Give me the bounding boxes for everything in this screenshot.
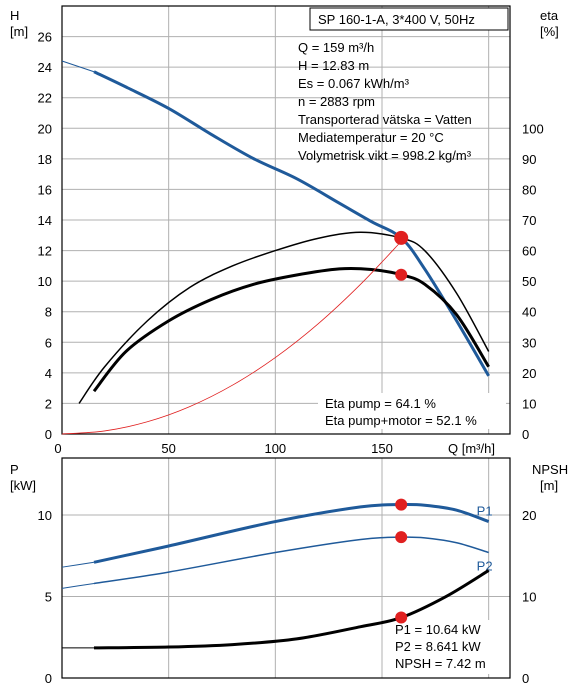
top-plot-frame xyxy=(61,5,511,435)
bottom-plot-frame xyxy=(61,457,511,679)
x-axis-title: Q [m³/h] xyxy=(448,441,495,456)
bottom-right-axis-title-2: [m] xyxy=(540,478,558,493)
y-right-tick-label: 90 xyxy=(522,152,536,167)
info-head: H = 12.83 m xyxy=(298,58,369,73)
y-left-tick-label: 10 xyxy=(38,274,52,289)
head-curve-extension xyxy=(61,60,95,73)
series-label-p1: P1 xyxy=(477,504,493,519)
info-temperature: Mediatemperatur = 20 °C xyxy=(298,130,444,145)
duty-point-marker xyxy=(395,611,408,624)
y-right-tick-label: 20 xyxy=(522,366,536,381)
y-left-tick-label: 16 xyxy=(38,182,52,197)
duty-point-marker xyxy=(395,498,408,511)
y-right-tick-label: 50 xyxy=(522,274,536,289)
y-left-tick-label: 4 xyxy=(45,366,52,381)
p-tick-label: 5 xyxy=(45,590,52,605)
y-left-tick-label: 22 xyxy=(38,91,52,106)
top-grid xyxy=(62,6,510,434)
p-tick-label: 10 xyxy=(38,508,52,523)
duty-point-marker xyxy=(395,268,408,281)
y-left-tick-label: 2 xyxy=(45,396,52,411)
bottom-left-axis-title-1: P xyxy=(10,462,19,477)
y-right-tick-label: 60 xyxy=(522,244,536,259)
npsh-curve-line xyxy=(93,569,490,650)
y-right-tick-label: 100 xyxy=(522,121,544,136)
duty-point-marker xyxy=(395,531,408,544)
npsh-tick-label: 20 xyxy=(522,508,536,523)
y-left-tick-label: 26 xyxy=(38,30,52,45)
top-info-block: Q = 159 m³/h H = 12.83 m Es = 0.067 kWh/… xyxy=(298,40,472,163)
duty-point-marker xyxy=(394,230,409,245)
y-left-tick-label: 12 xyxy=(38,244,52,259)
info-energy: Es = 0.067 kWh/m³ xyxy=(298,76,410,91)
y-right-tick-label: 80 xyxy=(522,182,536,197)
power-box xyxy=(388,620,508,674)
p2-curve-line xyxy=(93,536,489,585)
y-left-tick-label: 24 xyxy=(38,60,52,75)
bottom-left-axis-title-2: [kW] xyxy=(10,478,36,493)
p2-value-text: P2 = 8.641 kW xyxy=(395,639,481,654)
y-right-tick-label: 10 xyxy=(522,396,536,411)
title-box xyxy=(309,7,509,31)
y-left-tick-label: 0 xyxy=(45,427,52,442)
y-left-tick-label: 20 xyxy=(38,121,52,136)
bottom-right-axis-title-1: NPSH xyxy=(532,462,568,477)
p2-curve-line-extension xyxy=(61,582,95,589)
x-tick-label: 50 xyxy=(161,441,175,456)
p1-curve-line-extension xyxy=(61,561,95,568)
top-left-axis-title-2: [m] xyxy=(10,24,28,39)
x-tick-label: 100 xyxy=(264,441,286,456)
chart-marks: 0 50 100 150 Q [m³/h]02468101214161820222426… xyxy=(38,30,544,686)
y-left-tick-label: 18 xyxy=(38,152,52,167)
eta-pump-line xyxy=(78,231,490,404)
eta-total-text: Eta pump+motor = 52.1 % xyxy=(325,413,477,428)
npsh-tick-label: 10 xyxy=(522,590,536,605)
p1-curve-line xyxy=(93,502,490,564)
y-right-tick-label: 30 xyxy=(522,335,536,350)
eta-pump-text: Eta pump = 64.1 % xyxy=(325,396,436,411)
y-left-tick-label: 8 xyxy=(45,305,52,320)
eta-total-line xyxy=(92,266,490,393)
eta-box xyxy=(318,393,506,429)
info-density: Volymetrisk vikt = 998.2 kg/m³ xyxy=(298,148,472,163)
x-tick-label: 150 xyxy=(371,441,393,456)
x-tick-label: 0 xyxy=(54,441,61,456)
bottom-chart: P [kW] NPSH [m] P1 = 10.64 kW P2 = 8.641… xyxy=(10,457,568,679)
top-right-axis-title-1: eta xyxy=(540,8,559,23)
system-curve-line xyxy=(61,241,402,435)
info-liquid: Transporterad vätska = Vatten xyxy=(298,112,472,127)
y-left-tick-label: 14 xyxy=(38,213,52,228)
top-chart: H [m] eta [%] SP 160-1-A, 3*400 V, 50Hz … xyxy=(10,5,559,435)
info-speed: n = 2883 rpm xyxy=(298,94,375,109)
chart-title: SP 160-1-A, 3*400 V, 50Hz xyxy=(318,12,475,27)
head-curve-line xyxy=(93,70,490,377)
y-right-tick-label: 40 xyxy=(522,305,536,320)
series-label-p2: P2 xyxy=(477,559,493,574)
top-left-axis-title-1: H xyxy=(10,8,19,23)
y-right-tick-label: 70 xyxy=(522,213,536,228)
p-tick-label: 0 xyxy=(45,671,52,686)
info-flow: Q = 159 m³/h xyxy=(298,40,374,55)
npsh-tick-label: 0 xyxy=(522,671,529,686)
p1-value-text: P1 = 10.64 kW xyxy=(395,622,481,637)
npsh-value-text: NPSH = 7.42 m xyxy=(395,656,486,671)
y-left-tick-label: 6 xyxy=(45,335,52,350)
y-right-tick-label: 0 xyxy=(522,427,529,442)
top-right-axis-title-2: [%] xyxy=(540,24,559,39)
